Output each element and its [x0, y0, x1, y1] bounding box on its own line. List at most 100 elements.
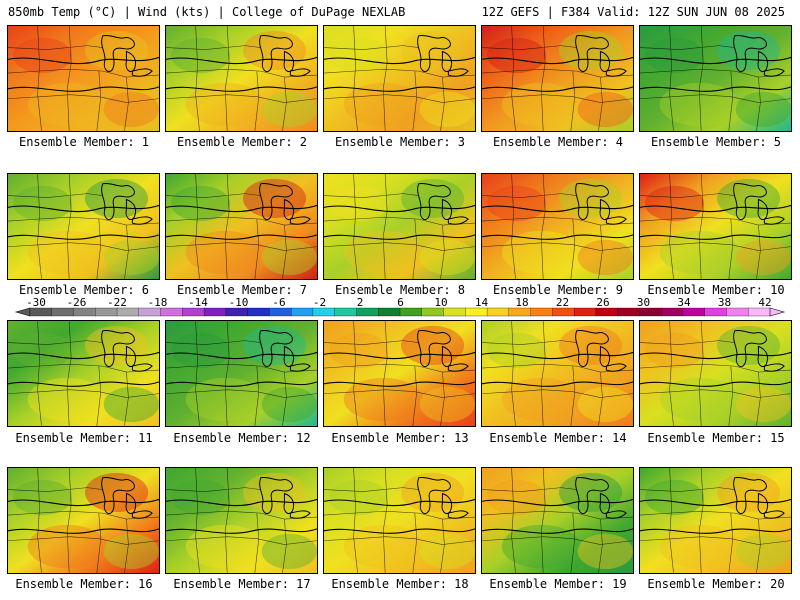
ensemble-map-panel — [481, 320, 634, 427]
colorbar-tick-label: 14 — [475, 296, 489, 309]
ensemble-member-label: Ensemble Member: 3 — [334, 135, 466, 149]
temperature-field-map — [8, 26, 159, 131]
colorbar-tick-label: -2 — [313, 296, 326, 309]
isotherm-contours — [640, 351, 791, 387]
ensemble-map-panel — [7, 173, 160, 280]
isotherm-contours — [324, 351, 475, 387]
state-borders — [166, 468, 317, 573]
ensemble-member-label: Ensemble Member: 18 — [331, 577, 469, 591]
isotherm-contours — [8, 56, 159, 92]
ensemble-member-label: Ensemble Member: 12 — [173, 431, 311, 445]
temperature-field-map — [482, 26, 633, 131]
ensemble-member-label: Ensemble Member: 4 — [492, 135, 624, 149]
colorbar-tick-label: 2 — [357, 296, 364, 309]
state-borders — [8, 468, 159, 573]
ensemble-member-label: Ensemble Member: 2 — [176, 135, 308, 149]
colorbar-tick-label: -30 — [26, 296, 46, 309]
great-lakes-outline — [575, 476, 627, 519]
isotherm-contours — [8, 351, 159, 387]
temperature-field-map — [324, 468, 475, 573]
isotherm-contours — [482, 56, 633, 92]
colorbar-tick-label: 38 — [718, 296, 731, 309]
colorbar-swatch — [486, 307, 510, 317]
isotherm-contours — [8, 204, 159, 240]
state-borders — [640, 468, 791, 573]
great-lakes-outline — [259, 476, 311, 519]
temperature-field-map — [482, 468, 633, 573]
ensemble-map-panel — [323, 25, 476, 132]
colorbar-swatch — [312, 307, 336, 317]
colorbar-swatch — [116, 307, 140, 317]
ensemble-map-panel — [165, 25, 318, 132]
colorbar-swatch — [182, 307, 205, 317]
great-lakes-outline — [417, 476, 469, 519]
state-borders — [482, 468, 633, 573]
colorbar-tick-label: 10 — [434, 296, 447, 309]
great-lakes-outline — [575, 182, 627, 225]
ensemble-member-label: Ensemble Member: 10 — [647, 283, 785, 297]
temperature-field-map — [324, 26, 475, 131]
great-lakes-outline — [259, 182, 311, 225]
ensemble-map-panel — [481, 173, 634, 280]
colorbar-swatch — [595, 307, 619, 317]
colorbar-tick-label: 6 — [397, 296, 404, 309]
great-lakes-outline — [101, 329, 153, 372]
colorbar-low-arrow — [14, 307, 31, 317]
state-borders — [8, 26, 159, 131]
ensemble-member-label: Ensemble Member: 15 — [647, 431, 785, 445]
state-borders — [482, 321, 633, 426]
great-lakes-outline — [101, 34, 153, 77]
ensemble-map-panel — [165, 173, 318, 280]
ensemble-map-panel — [639, 467, 792, 574]
state-borders — [482, 174, 633, 279]
colorbar-tick-label: 26 — [596, 296, 609, 309]
great-lakes-outline — [101, 476, 153, 519]
colorbar-swatch — [748, 307, 771, 317]
great-lakes-outline — [417, 329, 469, 372]
model-valid-time: 12Z GEFS | F384 Valid: 12Z SUN JUN 08 20… — [481, 5, 785, 19]
ensemble-member-label: Ensemble Member: 14 — [489, 431, 627, 445]
state-borders — [640, 26, 791, 131]
state-borders — [166, 26, 317, 131]
temperature-field-map — [640, 321, 791, 426]
state-borders — [324, 321, 475, 426]
ensemble-member-label: Ensemble Member: 17 — [173, 577, 311, 591]
colorbar-tick-label: 22 — [556, 296, 569, 309]
great-lakes-outline — [733, 34, 785, 77]
isotherm-contours — [8, 498, 159, 534]
colorbar-tick-label: 30 — [637, 296, 650, 309]
colorbar-swatch — [203, 307, 227, 317]
ensemble-member-label: Ensemble Member: 6 — [18, 283, 150, 297]
isotherm-contours — [324, 56, 475, 92]
great-lakes-outline — [733, 476, 785, 519]
colorbar-tick-label: -14 — [188, 296, 208, 309]
colorbar-swatch — [356, 307, 379, 317]
temperature-field-map — [640, 468, 791, 573]
great-lakes-outline — [575, 329, 627, 372]
colorbar-swatch — [530, 307, 553, 317]
temperature-field-map — [640, 174, 791, 279]
colorbar-swatch — [443, 307, 466, 317]
state-borders — [166, 174, 317, 279]
colorbar-swatch — [378, 307, 401, 317]
colorbar-swatch — [95, 307, 118, 317]
temperature-colorbar: -30 -26 -22 -18 -14 -10 -6 -2 2 6 10 14 18 22 26 30 34 38… — [14, 296, 786, 317]
colorbar-swatch — [399, 307, 423, 317]
isotherm-contours — [166, 351, 317, 387]
temperature-field-map — [166, 174, 317, 279]
colorbar-swatch — [29, 307, 53, 317]
isotherm-contours — [482, 498, 633, 534]
temperature-field-map — [640, 26, 791, 131]
colorbar-swatch — [51, 307, 74, 317]
isotherm-contours — [640, 204, 791, 240]
colorbar-swatch — [73, 307, 96, 317]
ensemble-map-panel — [639, 320, 792, 427]
ensemble-map-panel — [323, 320, 476, 427]
isotherm-contours — [324, 204, 475, 240]
colorbar-tick-label: -26 — [67, 296, 87, 309]
temperature-field-map — [324, 174, 475, 279]
temperature-field-map — [482, 174, 633, 279]
temperature-field-map — [482, 321, 633, 426]
ensemble-map-panel — [165, 467, 318, 574]
colorbar-swatch — [639, 307, 662, 317]
